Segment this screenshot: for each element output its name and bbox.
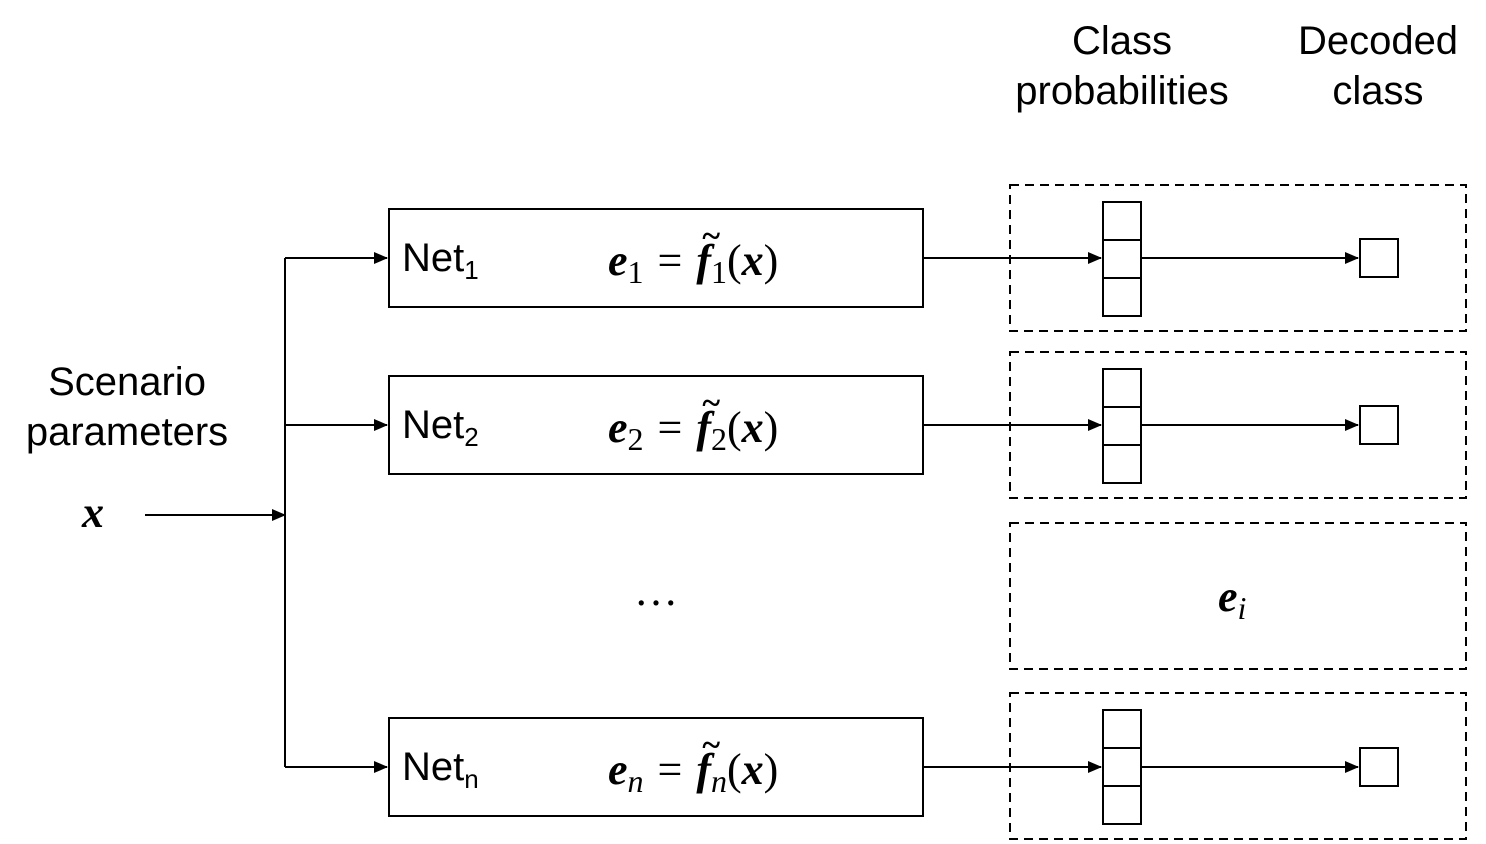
prob-vector-n xyxy=(1102,709,1142,825)
prob-vector-1 xyxy=(1102,201,1142,317)
decoded-class-box-1 xyxy=(1359,238,1399,278)
header-class-probabilities: Class probabilities xyxy=(990,16,1254,116)
net-subscript-n: n xyxy=(464,764,479,794)
header-decoded-class-line-1: Decoded xyxy=(1297,19,1459,63)
output-group-generic xyxy=(1009,522,1467,670)
input-label-line-1: Scenario xyxy=(48,360,206,404)
header-decoded-class: Decoded class xyxy=(1280,16,1476,116)
generic-embedding: ei xyxy=(1218,572,1247,626)
net-name-1: Net1 xyxy=(402,236,479,285)
header-decoded-class-line-2: class xyxy=(1332,69,1424,113)
decoded-class-box-n xyxy=(1359,747,1399,787)
input-symbol: x xyxy=(82,488,104,537)
input-label: Scenario parameters xyxy=(0,357,254,457)
net-box-n xyxy=(388,717,924,817)
input-label-line-2: parameters xyxy=(25,410,229,454)
net-equation-2: e2=f2(x) xyxy=(608,379,778,464)
net-subscript-2: 2 xyxy=(464,422,479,452)
net-equation-1: e1=f1(x) xyxy=(608,212,778,297)
net-equation-n: en=fn(x) xyxy=(608,721,778,806)
prob-vector-2 xyxy=(1102,368,1142,484)
net-name-2: Net2 xyxy=(402,403,479,452)
ellipsis: … xyxy=(634,566,678,615)
net-name-n: Netn xyxy=(402,745,479,794)
decoded-class-box-2 xyxy=(1359,405,1399,445)
header-class-probabilities-line-2: probabilities xyxy=(1015,69,1229,113)
header-class-probabilities-line-1: Class xyxy=(1071,19,1173,63)
net-subscript-1: 1 xyxy=(464,255,479,285)
